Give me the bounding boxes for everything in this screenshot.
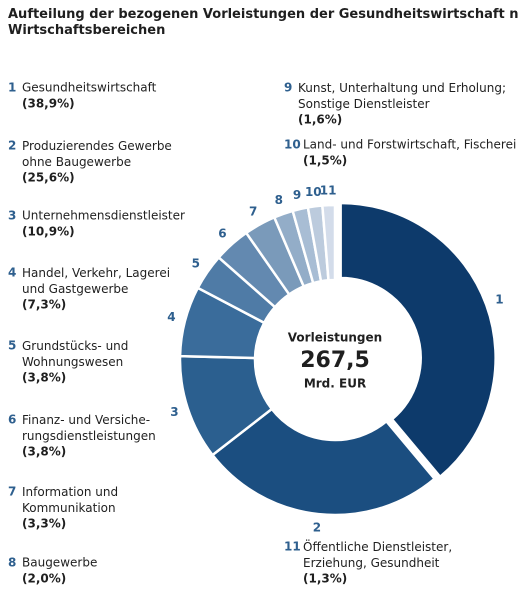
legend-key: 4 xyxy=(8,266,16,280)
legend-value: (38,9%) xyxy=(22,97,75,111)
segment-key: 1 xyxy=(495,293,503,307)
segment-key: 5 xyxy=(192,257,200,271)
legend-key: 2 xyxy=(8,139,16,153)
legend-label: Produzierendes Gewerbe ohne Baugewerbe xyxy=(22,139,172,169)
legend-value: (3,3%) xyxy=(22,517,66,531)
legend-value: (7,3%) xyxy=(22,298,66,312)
legend-key: 3 xyxy=(8,209,16,223)
legend-key: 5 xyxy=(8,339,16,353)
chart-title: Aufteilung der bezogenen Vorleistungen d… xyxy=(8,7,519,38)
segment-key: 7 xyxy=(249,205,257,219)
legend-key: 7 xyxy=(8,485,16,499)
segment-key: 3 xyxy=(170,405,178,419)
legend-label: Öffentliche Dienstleister, Erziehung, Ges… xyxy=(303,538,452,570)
legend-label: Unternehmensdienstleister xyxy=(22,209,185,223)
legend-label: Information und Kommunikation xyxy=(22,485,118,515)
legend-key: 9 xyxy=(284,81,292,95)
segment-key: 11 xyxy=(320,184,337,198)
legend-value: (1,5%) xyxy=(303,154,347,168)
legend-label: Baugewerbe xyxy=(22,556,97,570)
segment-key: 4 xyxy=(167,310,175,324)
legend-label: Gesundheitswirtschaft xyxy=(22,81,157,95)
center-unit: Mrd. EUR xyxy=(304,377,366,391)
legend-key: 11 xyxy=(284,540,301,554)
legend-key: 10 xyxy=(284,138,301,152)
legend-value: (3,8%) xyxy=(22,445,66,459)
legend-label: Finanz- und Versiche-rungsdienstleistung… xyxy=(22,413,156,443)
legend-label: Kunst, Unterhaltung und Erholung; Sonstig… xyxy=(298,81,506,111)
donut-segment xyxy=(210,407,437,517)
legend-key: 6 xyxy=(8,413,16,427)
legend-key: 8 xyxy=(8,556,16,570)
legend-value: (25,6%) xyxy=(22,171,75,185)
segment-key: 2 xyxy=(313,521,321,535)
segment-key: 9 xyxy=(293,188,301,202)
legend-label: Handel, Verkehr, Lagerei und Gastgewerbe xyxy=(22,266,170,296)
center-total: 267,5 xyxy=(300,348,370,373)
donut-segment xyxy=(321,203,337,282)
segment-key: 10 xyxy=(305,185,322,199)
segment-key: 6 xyxy=(218,226,226,240)
legend-value: (1,3%) xyxy=(303,572,347,586)
segment-key: 8 xyxy=(275,193,283,207)
legend-label: Grundstücks- und Wohnungswesen xyxy=(22,339,128,369)
legend-value: (1,6%) xyxy=(298,113,342,127)
legend-key: 1 xyxy=(8,81,16,95)
legend-value: (2,0%) xyxy=(22,572,66,586)
legend-value: (3,8%) xyxy=(22,371,66,385)
center-title: Vorleistungen xyxy=(288,331,382,345)
legend-value: (10,9%) xyxy=(22,225,75,239)
legend-label: Land- und Forstwirtschaft, Fischerei xyxy=(303,138,516,152)
donut-segment xyxy=(339,201,497,479)
